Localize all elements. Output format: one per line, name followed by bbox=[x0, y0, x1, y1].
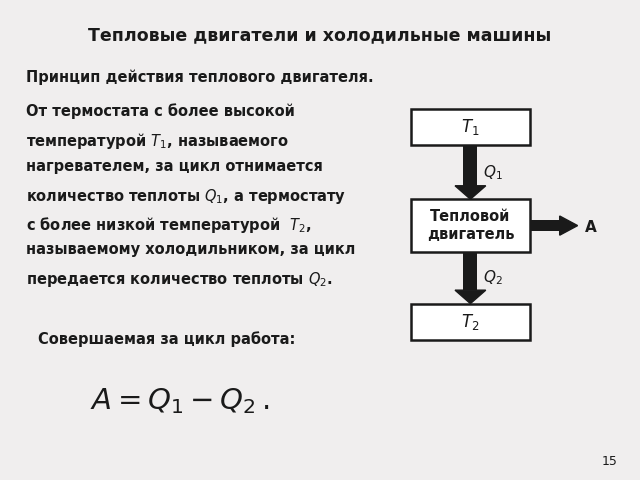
Text: $\mathit{Q}_2$: $\mathit{Q}_2$ bbox=[483, 268, 503, 287]
Text: Тепловой
двигатель: Тепловой двигатель bbox=[427, 209, 514, 242]
Text: передается количество теплоты $\mathit{Q}_2$.: передается количество теплоты $\mathit{Q… bbox=[26, 270, 332, 289]
Text: $\mathit{T}_2$: $\mathit{T}_2$ bbox=[461, 312, 479, 332]
Text: От термостата с более высокой: От термостата с более высокой bbox=[26, 103, 294, 119]
Text: количество теплоты $\mathit{Q}_1$, а термостату: количество теплоты $\mathit{Q}_1$, а тер… bbox=[26, 187, 346, 206]
Polygon shape bbox=[455, 290, 486, 304]
Text: Совершаемая за цикл работа:: Совершаемая за цикл работа: bbox=[38, 331, 296, 347]
Bar bbox=[412, 199, 529, 252]
Text: нагревателем, за цикл отнимается: нагревателем, за цикл отнимается bbox=[26, 159, 323, 174]
Bar bbox=[463, 145, 477, 186]
Polygon shape bbox=[455, 186, 486, 199]
Text: с более низкой температурой  $\mathit{T}_2$,: с более низкой температурой $\mathit{T}_… bbox=[26, 215, 311, 235]
Text: $\mathit{Q}_1$: $\mathit{Q}_1$ bbox=[483, 163, 503, 181]
Text: $\mathit{T}_1$: $\mathit{T}_1$ bbox=[461, 117, 479, 137]
Text: температурой $\mathit{T}_1$, называемого: температурой $\mathit{T}_1$, называемого bbox=[26, 131, 289, 151]
Polygon shape bbox=[559, 216, 578, 235]
Bar bbox=[412, 304, 529, 340]
Text: Принцип действия теплового двигателя.: Принцип действия теплового двигателя. bbox=[26, 70, 373, 85]
Bar bbox=[530, 220, 559, 231]
Text: 15: 15 bbox=[602, 455, 618, 468]
Text: Тепловые двигатели и холодильные машины: Тепловые двигатели и холодильные машины bbox=[88, 26, 552, 45]
Text: называемому холодильником, за цикл: называемому холодильником, за цикл bbox=[26, 242, 355, 257]
Text: $\mathit{A} = \mathit{Q}_1 - \mathit{Q}_2\,.$: $\mathit{A} = \mathit{Q}_1 - \mathit{Q}_… bbox=[90, 386, 269, 416]
Bar bbox=[463, 252, 477, 290]
Text: A: A bbox=[585, 220, 597, 236]
Bar bbox=[412, 109, 529, 145]
